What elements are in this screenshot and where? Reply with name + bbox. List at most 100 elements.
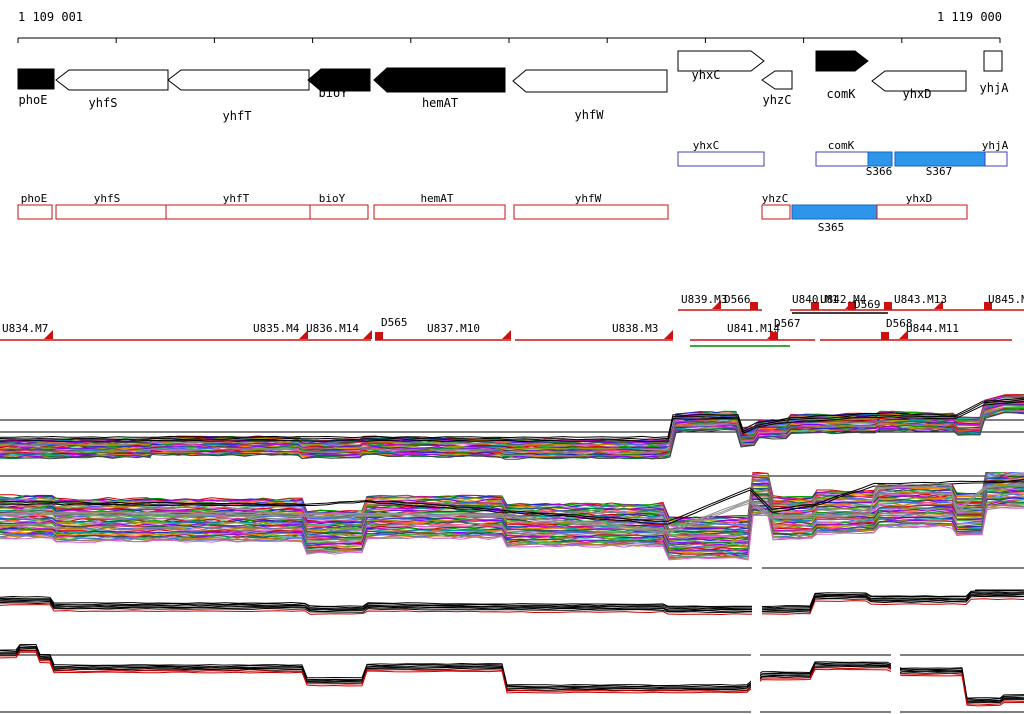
gene-yhfT[interactable]: yhfT — [167, 69, 310, 123]
segment-square-marker — [884, 302, 892, 310]
transcript-box[interactable] — [761, 204, 791, 220]
transcript-box[interactable] — [894, 151, 986, 167]
transcript-box[interactable] — [17, 204, 53, 220]
transcript-hemAT[interactable]: hemAT — [373, 192, 506, 220]
transcript-yhjA[interactable]: yhjA — [982, 139, 1009, 167]
transcript-phoE[interactable]: phoE — [17, 192, 53, 220]
segment-label-U841.M14[interactable]: U841.M14 — [727, 322, 780, 335]
segment-label-U839.M3[interactable]: U839.M3 — [681, 293, 727, 306]
transcript-box[interactable] — [373, 204, 506, 220]
transcript-yhxD[interactable]: yhxD — [876, 192, 968, 220]
gene-label-yhxD: yhxD — [903, 87, 932, 101]
expression-trace — [0, 592, 1024, 610]
ruler-start-label: 1 109 001 — [18, 10, 84, 24]
segment-label-D569[interactable]: D569 — [854, 298, 881, 311]
transcript-S365[interactable]: S365 — [791, 204, 878, 234]
gene-comK[interactable]: comK — [815, 50, 869, 101]
expression-trace — [0, 483, 1024, 537]
gene-phoE[interactable]: phoE — [17, 68, 55, 107]
transcript-S367[interactable]: S367 — [894, 151, 986, 178]
gene-label-yhzC: yhzC — [763, 93, 792, 107]
gene-shape[interactable] — [373, 67, 506, 93]
segment-triangle-marker — [363, 330, 372, 339]
transcript-box[interactable] — [984, 151, 1008, 167]
transcript-box[interactable] — [309, 204, 369, 220]
gene-yhzC[interactable]: yhzC — [761, 70, 793, 107]
segment-label-D566[interactable]: D566 — [724, 293, 751, 306]
segment-triangle-marker — [934, 300, 943, 309]
segment-label-U838.M3[interactable]: U838.M3 — [612, 322, 658, 335]
expression-trace — [0, 647, 1024, 703]
gene-label-comK: comK — [827, 87, 857, 101]
gene-shape[interactable] — [815, 50, 869, 72]
gene-label-yhxC: yhxC — [692, 68, 721, 82]
segment-label-U836.M14[interactable]: U836.M14 — [306, 322, 359, 335]
data-gap — [752, 565, 762, 631]
transcript-label-yhjA: yhjA — [982, 139, 1009, 152]
gene-yhfW[interactable]: yhfW — [512, 69, 668, 122]
expression-panel-4 — [0, 638, 1024, 714]
transcript-yhfS[interactable]: yhfS — [55, 192, 167, 220]
transcript-box[interactable] — [677, 151, 765, 167]
gene-shape[interactable] — [17, 68, 55, 90]
segment-label-U844.M11[interactable]: U844.M11 — [906, 322, 959, 335]
segment-triangle-marker — [299, 330, 308, 339]
gene-yhxC[interactable]: yhxC — [677, 50, 765, 82]
segment-label-D565[interactable]: D565 — [381, 316, 408, 329]
segment-label-U837.M10[interactable]: U837.M10 — [427, 322, 480, 335]
segment-square-marker — [984, 302, 992, 310]
gene-shape[interactable] — [871, 70, 967, 92]
transcript-box[interactable] — [791, 204, 878, 220]
segment-square-marker — [848, 302, 856, 310]
segment-label-D567[interactable]: D567 — [774, 317, 801, 330]
transcript-box[interactable] — [876, 204, 968, 220]
expression-trace — [0, 651, 1024, 707]
gene-yhxD[interactable]: yhxD — [871, 70, 967, 101]
segment-label-U843.M13[interactable]: U843.M13 — [894, 293, 947, 306]
transcript-label-yhfT: yhfT — [223, 192, 250, 205]
data-gap — [891, 638, 900, 714]
transcript-yhfW[interactable]: yhfW — [513, 192, 669, 220]
transcript-bioY[interactable]: bioY — [309, 192, 369, 220]
transcript-label-yhzC: yhzC — [762, 192, 789, 205]
expression-trace — [0, 594, 1024, 612]
transcript-box[interactable] — [513, 204, 669, 220]
transcript-label-yhxC: yhxC — [693, 139, 720, 152]
gene-shape[interactable] — [983, 50, 1003, 72]
gene-label-bioY: bioY — [319, 86, 349, 100]
gene-label-yhfS: yhfS — [89, 96, 118, 110]
segment-triangle-marker — [712, 300, 721, 309]
gene-shape[interactable] — [761, 70, 793, 90]
gene-shape[interactable] — [55, 69, 169, 91]
gene-shape[interactable] — [512, 69, 668, 93]
transcript-subsegment[interactable] — [867, 151, 893, 167]
expression-trace — [0, 484, 1024, 533]
gene-bioY[interactable]: bioY — [307, 68, 371, 100]
gene-shape[interactable] — [167, 69, 310, 91]
expression-trace — [0, 407, 1024, 456]
transcript-yhfT[interactable]: yhfT — [165, 192, 311, 220]
transcript-box[interactable] — [55, 204, 167, 220]
expression-trace — [0, 595, 1024, 613]
segment-triangle-marker — [664, 330, 673, 339]
transcript-box[interactable] — [165, 204, 311, 220]
gene-label-phoE: phoE — [19, 93, 48, 107]
segment-label-U842.M4[interactable]: U842.M4 — [820, 293, 867, 306]
gene-hemAT[interactable]: hemAT — [373, 67, 506, 110]
transcript-comK[interactable]: comK S366 — [815, 139, 893, 178]
transcript-label-bioY: bioY — [319, 192, 346, 205]
segment-label-D568[interactable]: D568 — [886, 317, 913, 330]
gene-track: phoE yhfS yhfT bioY hemAT yhfW yhxC yhzC comK yhx… — [17, 50, 1010, 123]
gene-yhfS[interactable]: yhfS — [55, 69, 169, 110]
gene-yhjA[interactable]: yhjA — [980, 50, 1010, 95]
segment-label-U835.M4[interactable]: U835.M4 — [253, 322, 300, 335]
gene-shape[interactable] — [307, 68, 371, 92]
gene-shape[interactable] — [677, 50, 765, 72]
segment-label-U834.M7[interactable]: U834.M7 — [2, 322, 48, 335]
transcript-yhxC[interactable]: yhxC — [677, 139, 765, 167]
segment-label-U840.M1[interactable]: U840.M1 — [792, 293, 838, 306]
transcript-yhzC[interactable]: yhzC — [761, 192, 791, 220]
segment-label-U845.M13[interactable]: U845.M13 — [988, 293, 1024, 306]
segment-square-marker — [811, 302, 819, 310]
